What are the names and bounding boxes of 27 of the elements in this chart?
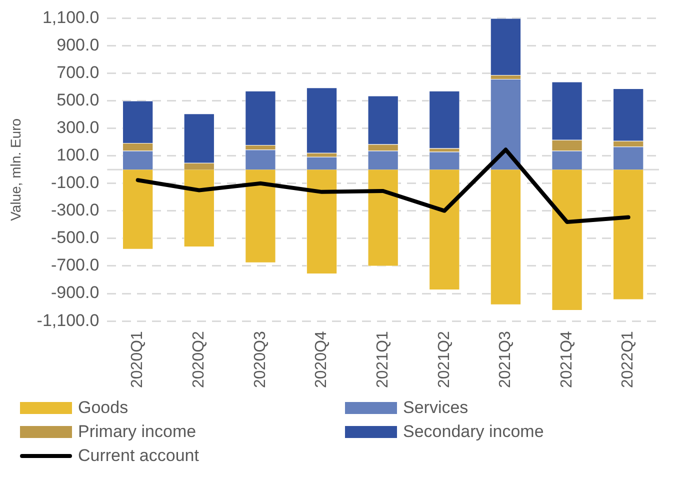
y-tick-label: 500.0 bbox=[56, 90, 100, 110]
y-tick-label: 300.0 bbox=[56, 118, 100, 138]
y-tick-label: -900.0 bbox=[50, 283, 100, 302]
legend-label: Services bbox=[403, 398, 468, 418]
y-tick-label: 1,100.0 bbox=[42, 8, 100, 27]
y-axis-title: Value, mln. Euro bbox=[7, 118, 24, 221]
x-tick-label: 2020Q3 bbox=[252, 330, 269, 388]
y-tick-label: -700.0 bbox=[50, 256, 100, 275]
y-tick-label: 900.0 bbox=[56, 35, 100, 54]
y-tick-label: -500.0 bbox=[50, 228, 100, 248]
x-tick-label: 2021Q1 bbox=[374, 330, 392, 388]
x-tick-label: 2020Q2 bbox=[190, 330, 208, 388]
legend-label: Secondary income bbox=[403, 422, 544, 442]
x-tick-label: 2021Q2 bbox=[436, 330, 453, 388]
x-tick-label: 2022Q1 bbox=[620, 330, 637, 388]
x-tick-label: 2020Q1 bbox=[129, 330, 146, 388]
y-tick-label: -300.0 bbox=[50, 200, 100, 220]
legend-label: Goods bbox=[78, 398, 128, 418]
x-tick-label: 2021Q3 bbox=[497, 330, 514, 388]
y-tick-label: 700.0 bbox=[56, 62, 100, 82]
y-tick-label: 100.0 bbox=[56, 146, 100, 165]
legend-label: Primary income bbox=[78, 422, 196, 442]
y-tick-label: -100.0 bbox=[50, 173, 100, 192]
x-tick-label: 2021Q4 bbox=[558, 330, 576, 388]
x-tick-label: 2020Q4 bbox=[313, 330, 330, 388]
legend-label: Current account bbox=[78, 446, 199, 466]
y-tick-label: -1,100.0 bbox=[36, 310, 100, 330]
